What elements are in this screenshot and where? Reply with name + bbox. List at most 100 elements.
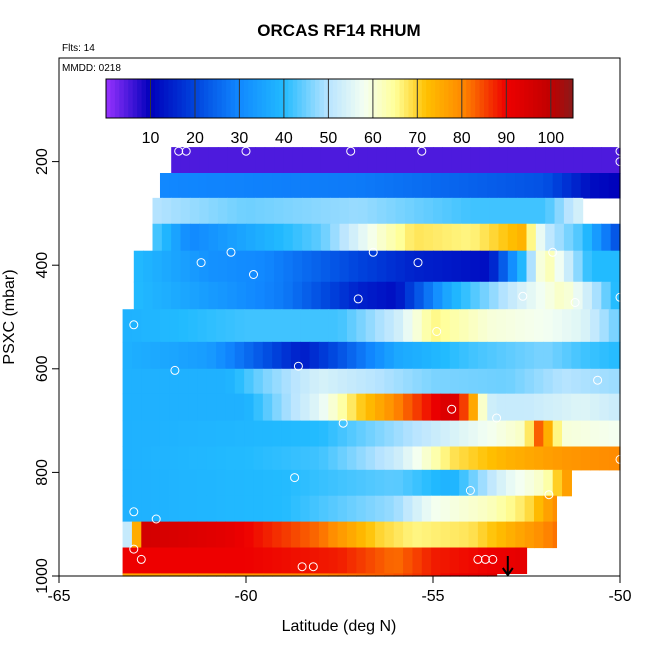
heatmap-cell <box>236 223 247 252</box>
heatmap-cell <box>610 147 621 174</box>
heatmap-cell <box>244 341 255 370</box>
heatmap-cell <box>309 521 320 549</box>
heatmap-cell <box>281 446 292 471</box>
heatmap-cell <box>281 547 292 575</box>
heatmap-cell <box>533 446 544 471</box>
colorbar: 10 20 30 40 50 60 70 80 90 100 <box>105 78 574 147</box>
heatmap-cell <box>346 393 357 422</box>
heatmap-cell <box>290 173 301 199</box>
heatmap-cell <box>507 281 518 310</box>
heatmap-cell <box>591 250 602 283</box>
heatmap-cell <box>122 393 133 422</box>
heatmap-cell <box>197 420 208 448</box>
heatmap-cell <box>206 420 217 448</box>
colorbar-swatch <box>515 79 521 118</box>
heatmap-cell <box>487 309 498 343</box>
heatmap-cell <box>161 281 172 310</box>
heatmap-cell <box>300 420 311 448</box>
heatmap-cell <box>618 420 621 448</box>
heatmap-cell <box>337 341 348 370</box>
heatmap-cell <box>300 469 311 497</box>
heatmap-cell <box>404 223 415 252</box>
heatmap-cell <box>262 420 273 448</box>
heatmap-cell <box>412 521 423 549</box>
heatmap-cell <box>384 309 395 343</box>
heatmap-cell <box>580 446 591 471</box>
heatmap-cell <box>412 469 423 497</box>
heatmap-cell <box>433 197 443 225</box>
heatmap-cell <box>339 281 350 310</box>
heatmap-cell <box>122 495 133 523</box>
heatmap-cell <box>346 573 357 577</box>
heatmap-cell <box>236 250 247 283</box>
heatmap-cell <box>582 223 593 252</box>
heatmap-cell <box>244 309 255 343</box>
heatmap-cell <box>152 281 163 310</box>
colorbar-swatch <box>524 79 530 118</box>
heatmap-cell <box>227 223 238 252</box>
heatmap-cell <box>225 420 236 448</box>
data-marker <box>129 544 139 554</box>
heatmap-cell <box>320 281 331 310</box>
heatmap-cell <box>442 250 453 283</box>
heatmap-cell <box>395 223 406 252</box>
heatmap-cell <box>208 250 219 283</box>
heatmap-cell <box>449 393 460 422</box>
heatmap-cell <box>403 495 414 523</box>
colorbar-swatch <box>252 79 258 118</box>
heatmap-cell <box>517 250 528 283</box>
heatmap-cell <box>423 197 434 225</box>
heatmap-cell <box>543 393 554 422</box>
heatmap-cell <box>496 420 507 448</box>
colorbar-swatch <box>403 79 409 118</box>
heatmap-cell <box>590 309 601 343</box>
heatmap-cell <box>300 521 311 549</box>
colorbar-swatch <box>328 79 334 118</box>
heatmap-cell <box>554 281 565 310</box>
heatmap-cell <box>552 420 563 448</box>
colorbar-swatch <box>243 79 249 118</box>
heatmap-cell <box>517 197 528 225</box>
heatmap-cell <box>393 446 404 471</box>
heatmap-cell <box>318 521 329 549</box>
heatmap-cell <box>554 250 565 283</box>
heatmap-cell <box>384 521 395 549</box>
heatmap-cell <box>468 446 479 471</box>
heatmap-cell <box>197 173 208 199</box>
heatmap-cell <box>412 173 423 199</box>
colorbar-swatch <box>412 79 418 118</box>
heatmap-cell <box>545 197 556 225</box>
heatmap-cell <box>554 147 565 174</box>
heatmap-cell <box>365 309 376 343</box>
heatmap-cell <box>227 147 238 174</box>
heatmap-cell <box>365 521 376 549</box>
heatmap-cell <box>608 173 619 199</box>
heatmap-cell <box>461 250 471 283</box>
colorbar-swatch <box>452 79 458 118</box>
heatmap-cell <box>386 223 397 252</box>
heatmap-cell <box>122 309 133 343</box>
heatmap-cell <box>253 495 264 523</box>
heatmap-cell <box>421 547 432 575</box>
heatmap-cell <box>423 250 434 283</box>
heatmap-cell <box>161 250 172 283</box>
heatmap-cell <box>281 173 292 199</box>
heatmap-cell <box>283 147 294 174</box>
heatmap-cell <box>318 547 329 575</box>
heatmap-cell <box>272 495 283 523</box>
heatmap-cell <box>159 341 170 370</box>
heatmap-cell <box>505 368 516 395</box>
heatmap-cell <box>384 446 395 471</box>
heatmap-cell <box>150 573 161 577</box>
heatmap-cell <box>365 368 376 395</box>
heatmap-cell <box>311 223 322 252</box>
colorbar-swatch <box>484 79 489 118</box>
heatmap-cell <box>384 173 395 199</box>
heatmap-cell <box>131 393 142 422</box>
heatmap-cell <box>217 250 228 283</box>
heatmap-cell <box>339 147 350 174</box>
heatmap-cell <box>470 250 481 283</box>
heatmap-cell <box>608 309 619 343</box>
data-marker <box>492 413 502 423</box>
y-axis: 200 400 600 800 1000 <box>34 148 59 594</box>
